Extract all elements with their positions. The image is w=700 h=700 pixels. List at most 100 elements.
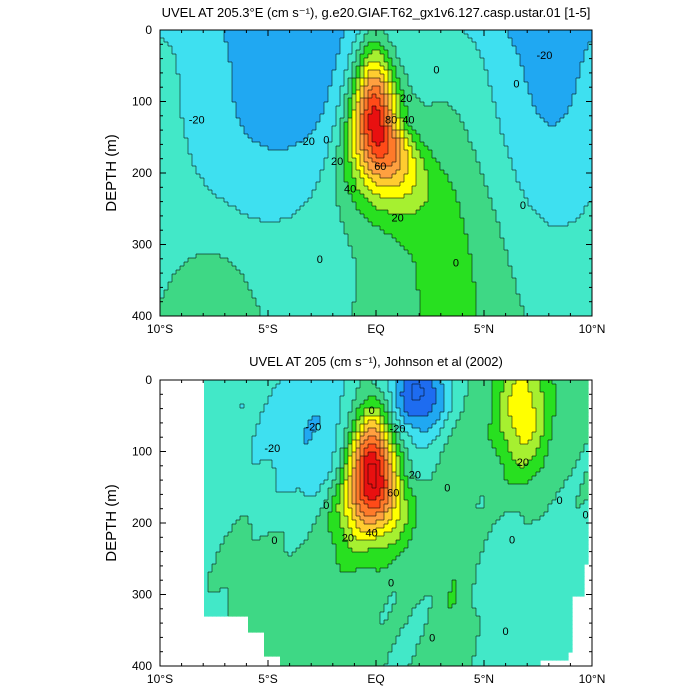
field-cell	[392, 206, 397, 211]
field-cell	[408, 182, 413, 187]
field-cell	[480, 62, 485, 67]
field-cell	[488, 94, 493, 99]
field-cell	[456, 158, 461, 163]
field-cell	[460, 62, 465, 67]
field-cell	[432, 170, 437, 175]
field-cell	[440, 122, 445, 127]
field-cell	[500, 54, 505, 59]
field-cell	[492, 74, 497, 79]
field-cell	[176, 214, 181, 219]
field-cell	[260, 58, 265, 63]
field-cell	[204, 142, 209, 147]
field-cell	[188, 186, 193, 191]
field-cell	[332, 154, 337, 159]
field-cell	[560, 94, 565, 99]
field-cell	[224, 130, 229, 135]
field-cell	[344, 114, 349, 119]
field-cell	[520, 46, 525, 51]
field-cell	[288, 174, 293, 179]
field-cell	[500, 154, 505, 159]
field-cell	[252, 34, 257, 39]
field-cell	[212, 126, 217, 131]
panel-model-field	[160, 30, 592, 316]
field-cell	[400, 70, 405, 75]
field-cell	[184, 202, 189, 207]
field-cell	[380, 38, 385, 43]
field-cell	[476, 34, 481, 39]
field-cell	[352, 158, 357, 163]
field-cell	[232, 78, 237, 83]
field-cell	[184, 138, 189, 143]
field-cell	[504, 74, 509, 79]
field-cell	[484, 86, 489, 91]
field-cell	[456, 182, 461, 187]
field-cell	[216, 110, 221, 115]
field-cell	[420, 62, 425, 67]
field-cell	[340, 70, 345, 75]
field-cell	[248, 202, 253, 207]
field-cell	[388, 150, 393, 155]
field-cell	[520, 190, 525, 195]
field-cell	[328, 126, 333, 131]
field-cell	[588, 174, 592, 179]
field-cell	[192, 122, 197, 127]
field-cell	[288, 42, 293, 47]
field-cell	[284, 78, 289, 83]
field-cell	[180, 214, 185, 219]
field-cell	[440, 158, 445, 163]
field-cell	[288, 78, 293, 83]
field-cell	[240, 206, 245, 211]
field-cell	[392, 30, 397, 35]
field-cell	[268, 78, 273, 83]
field-cell	[260, 186, 265, 191]
field-cell	[204, 62, 209, 67]
field-cell	[288, 138, 293, 143]
field-cell	[380, 50, 385, 55]
field-cell	[452, 102, 457, 107]
field-cell	[464, 106, 469, 111]
field-cell	[568, 202, 573, 207]
field-cell	[368, 198, 373, 203]
field-cell	[404, 70, 409, 75]
field-cell	[396, 154, 401, 159]
field-cell	[284, 174, 289, 179]
field-cell	[388, 138, 393, 143]
field-cell	[544, 190, 549, 195]
field-cell	[372, 158, 377, 163]
field-cell	[388, 102, 393, 107]
field-cell	[296, 202, 301, 207]
field-cell	[252, 214, 257, 219]
field-cell	[356, 110, 361, 115]
field-cell	[252, 86, 257, 91]
field-cell	[544, 66, 549, 71]
field-cell	[276, 186, 281, 191]
field-cell	[516, 102, 521, 107]
field-cell	[540, 146, 545, 151]
field-cell	[508, 122, 513, 127]
field-cell	[160, 70, 165, 75]
field-cell	[180, 166, 185, 171]
field-cell	[556, 178, 561, 183]
field-cell	[456, 58, 461, 63]
field-cell	[448, 182, 453, 187]
field-cell	[316, 102, 321, 107]
field-cell	[264, 198, 269, 203]
field-cell	[552, 30, 557, 35]
field-cell	[372, 50, 377, 55]
field-cell	[380, 178, 385, 183]
field-cell	[180, 194, 185, 199]
field-cell	[552, 90, 557, 95]
field-cell	[368, 70, 373, 75]
field-cell	[332, 146, 337, 151]
field-cell	[312, 194, 317, 199]
field-cell	[500, 38, 505, 43]
field-cell	[552, 66, 557, 71]
field-cell	[236, 34, 241, 39]
field-cell	[216, 94, 221, 99]
field-cell	[260, 174, 265, 179]
field-cell	[524, 150, 529, 155]
field-cell	[316, 118, 321, 123]
field-cell	[412, 162, 417, 167]
field-cell	[248, 58, 253, 63]
field-cell	[484, 58, 489, 63]
